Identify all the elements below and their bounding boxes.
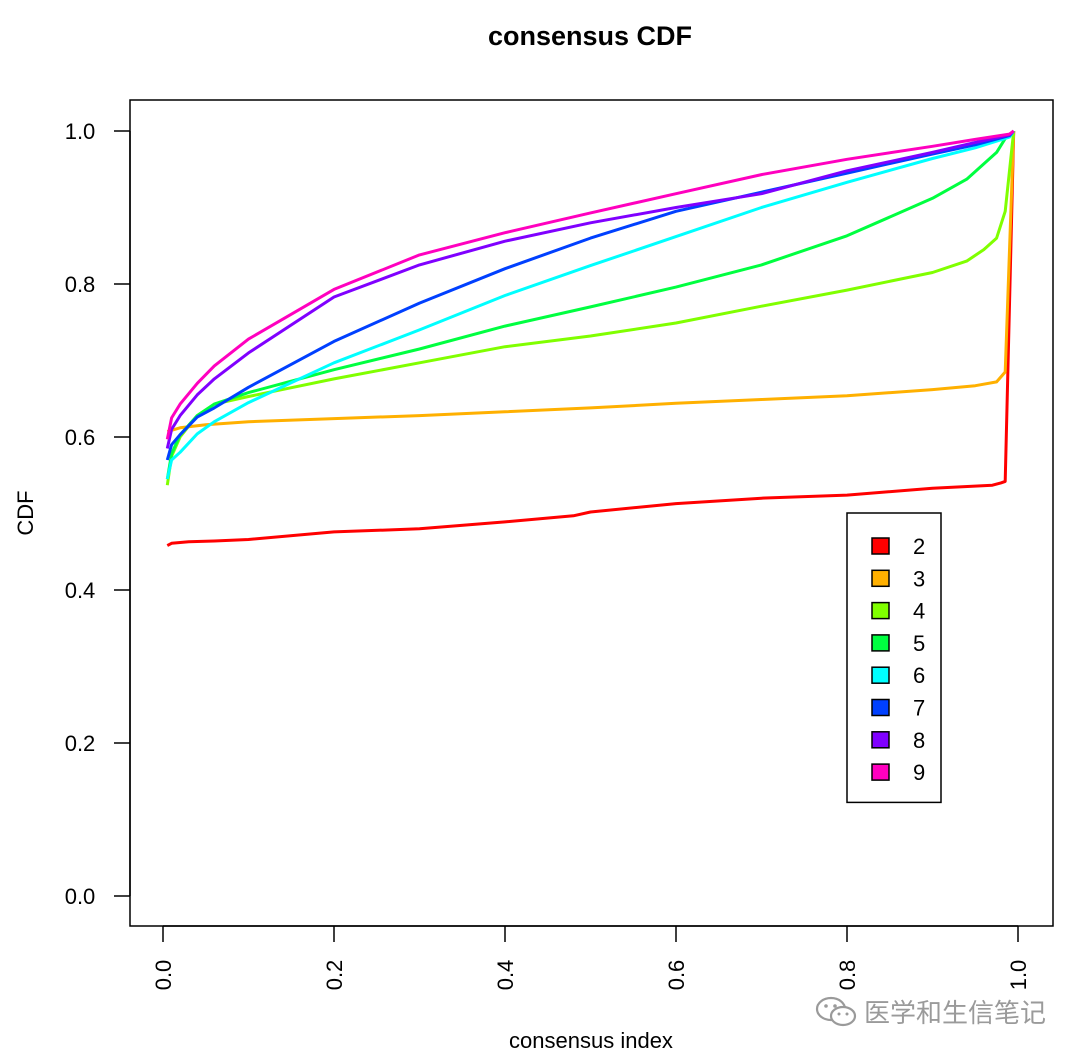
y-tick-label: 0.8: [65, 272, 96, 297]
series-line-3: [166, 130, 1016, 434]
series-line-2: [166, 130, 1016, 547]
legend-swatch-9: [871, 763, 890, 781]
legend-swatch-8: [871, 731, 890, 749]
legend-swatch-3: [871, 569, 890, 588]
y-tick-label: 0.6: [65, 425, 96, 450]
series-line-7: [165, 129, 1015, 461]
legend-swatch-7: [871, 698, 890, 717]
series-line-5: [165, 129, 1015, 480]
series-layer: [165, 129, 1016, 547]
legend-label-6: 6: [913, 663, 925, 688]
legend-swatch-2: [871, 537, 890, 555]
legend-label-9: 9: [913, 760, 925, 785]
y-tick-label: 0.0: [65, 884, 96, 909]
watermark-text: 医学和生信笔记: [863, 999, 1046, 1029]
legend-swatch-5: [871, 634, 890, 652]
series-line-8: [165, 129, 1015, 449]
legend-swatch-6: [871, 666, 890, 684]
x-tick-label: 0.8: [835, 960, 860, 991]
legend-label-3: 3: [913, 566, 925, 591]
wechat-icon: [815, 996, 857, 1026]
y-tick-label: 0.4: [65, 578, 96, 603]
x-tick-label: 0.0: [151, 960, 176, 991]
chart-title: consensus CDF: [488, 21, 692, 51]
legend-box: [846, 512, 942, 804]
x-tick-label: 0.6: [664, 960, 689, 991]
legend-label-2: 2: [913, 534, 925, 559]
legend-label-8: 8: [913, 728, 925, 753]
x-tick-label: 0.4: [493, 960, 518, 991]
x-tick-label: 0.2: [322, 960, 347, 991]
x-tick-label: 1.0: [1006, 960, 1031, 991]
series-line-6: [165, 130, 1015, 480]
y-tick-label: 1.0: [65, 119, 96, 144]
legend-swatch-4: [871, 601, 890, 620]
x-axis-label: consensus index: [509, 1028, 673, 1053]
legend: 2 3 4 5 6 7 8 9: [846, 512, 942, 804]
x-axis: 0.0 0.2 0.4 0.6 0.8 1.0: [151, 925, 1031, 991]
series-line-9: [165, 129, 1015, 440]
y-axis: 0.0 0.2 0.4 0.6 0.8 1.0: [65, 119, 131, 909]
y-tick-label: 0.2: [65, 731, 96, 756]
legend-label-5: 5: [913, 631, 925, 656]
legend-label-4: 4: [913, 599, 925, 624]
watermark: 医学和生信笔记: [814, 993, 1046, 1030]
legend-label-7: 7: [913, 696, 925, 721]
y-axis-label: CDF: [13, 490, 38, 535]
